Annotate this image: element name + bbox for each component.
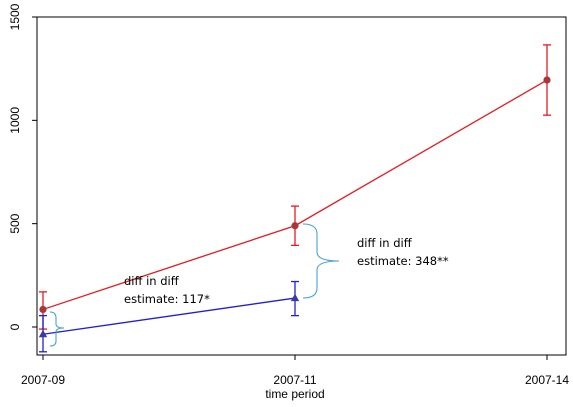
annotation-1-line1: diff in diff — [124, 274, 180, 288]
annotation-2-line2: estimate: 348** — [357, 254, 449, 268]
y-tick-label: 1500 — [8, 3, 22, 30]
series-1-point — [543, 76, 551, 84]
annotation-2-line1: diff in diff — [357, 236, 413, 250]
series-1-point — [39, 305, 47, 314]
y-tick-label: 500 — [8, 213, 22, 233]
y-tick-label: 1000 — [8, 107, 22, 134]
series-1-point — [291, 222, 299, 230]
x-tick-label: 2007-14 — [525, 373, 569, 387]
x-tick-label: 2007-09 — [21, 373, 65, 387]
annotation-1-line2: estimate: 117* — [124, 292, 210, 306]
x-axis-title: time period — [265, 387, 324, 401]
series-layer — [38, 44, 551, 353]
brace-layer — [49, 223, 340, 347]
x-tick-label: 2007-11 — [273, 373, 316, 387]
series-1-line — [42, 79, 548, 311]
y-tick-label: 0 — [8, 323, 22, 330]
diff-brace-1 — [49, 311, 65, 347]
diff-brace-2 — [302, 223, 340, 299]
series-2-point — [38, 329, 48, 338]
series-2-point — [290, 293, 300, 302]
axes: 0 500 1000 1500 2007-09 2007-11 2007-14 — [8, 3, 569, 387]
series-2-line — [42, 297, 296, 335]
plot-frame — [36, 16, 567, 356]
